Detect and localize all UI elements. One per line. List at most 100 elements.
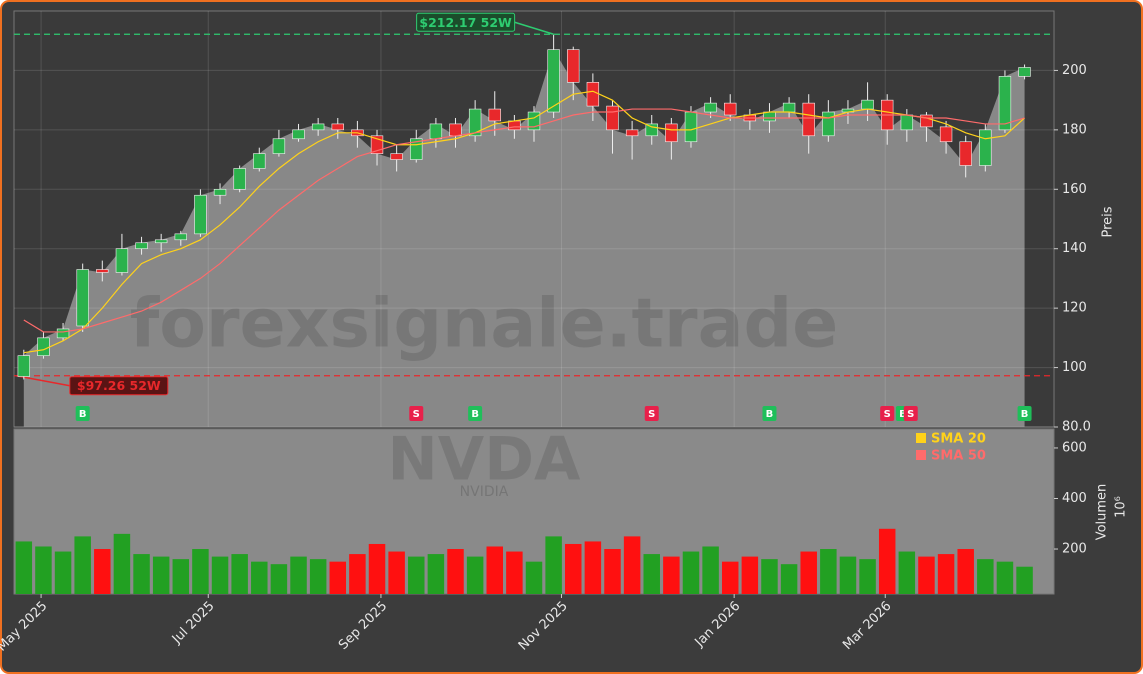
volume-bar — [270, 564, 288, 594]
volume-bar — [251, 561, 268, 594]
volume-bar — [133, 554, 150, 594]
candle-body — [586, 82, 600, 107]
volume-bar — [349, 554, 366, 594]
y2-axis-label: Volumen — [1095, 484, 1110, 541]
candle-body — [606, 105, 619, 131]
volume-bar — [565, 543, 582, 594]
volume-bar — [290, 556, 307, 594]
volume-bar — [368, 543, 386, 594]
volume-bar — [859, 559, 876, 594]
y-tick-label: 100 — [1062, 360, 1087, 375]
signal-badge — [409, 406, 424, 421]
volume-bar — [388, 551, 405, 594]
candle-body — [174, 233, 187, 241]
annotation-box — [69, 376, 169, 396]
candle-body — [645, 123, 658, 137]
candle-body — [508, 120, 521, 131]
volume-bar — [780, 564, 798, 594]
volume-bar — [584, 541, 602, 594]
signal-label: S — [884, 409, 891, 420]
candle-body — [822, 111, 835, 137]
sma-line — [23, 90, 1025, 354]
candle-body — [763, 111, 776, 122]
y2-tick-label: 400 — [1062, 491, 1087, 506]
candle-body — [213, 188, 227, 196]
volume-bar — [741, 556, 759, 594]
candle-body — [253, 153, 266, 169]
volume-bar — [74, 536, 91, 594]
candle-body — [17, 355, 30, 377]
candle-body — [900, 114, 914, 131]
y-tick-label: 200 — [1062, 63, 1087, 78]
signal-label: S — [413, 409, 420, 420]
candle-body — [547, 49, 560, 113]
volume-bar — [977, 559, 994, 594]
annotation-box — [416, 12, 516, 32]
watermark: forexsignale.trade — [130, 285, 839, 364]
volume-bar — [35, 546, 52, 594]
candle-body — [939, 126, 953, 143]
candle-body — [1018, 67, 1031, 77]
signal-label: B — [471, 409, 479, 420]
volume-bar — [113, 533, 131, 594]
y-tick-label: 80.0 — [1062, 420, 1091, 435]
volume-bar — [604, 549, 621, 594]
candle-body — [625, 129, 639, 137]
ticker-watermark: NVDA — [388, 425, 581, 495]
candle-body — [724, 102, 737, 116]
volume-bar — [545, 536, 562, 594]
candle-body — [233, 168, 246, 190]
candle-body — [802, 102, 815, 137]
candle-body — [861, 99, 874, 110]
signal-label: S — [907, 409, 914, 420]
candle-body — [959, 141, 972, 166]
volume-bar — [486, 546, 503, 594]
candle-body — [135, 242, 148, 250]
candle-body — [704, 102, 717, 113]
signal-label: B — [766, 409, 774, 420]
candle-body — [390, 153, 403, 160]
volume-bar — [820, 549, 837, 594]
candle-body — [115, 248, 129, 273]
candle-body — [449, 123, 462, 137]
volume-bar — [54, 551, 72, 594]
volume-bar — [466, 556, 484, 594]
candle-body — [920, 114, 933, 128]
volume-bar — [506, 551, 523, 594]
candle-body — [684, 111, 698, 143]
signal-badge — [762, 406, 777, 421]
candle-body — [488, 108, 501, 122]
signal-label: B — [899, 409, 907, 420]
volume-bar — [152, 556, 170, 594]
signal-badge — [644, 406, 659, 421]
y2-axis-unit: 10⁶ — [1114, 496, 1129, 518]
candle-body — [76, 269, 89, 327]
candle-body — [96, 269, 109, 273]
volume-bar — [408, 556, 425, 594]
candle-body — [370, 135, 384, 154]
candle-body — [567, 49, 580, 83]
signal-label: S — [648, 409, 655, 420]
annotation-arrow — [514, 21, 554, 35]
volume-bar — [525, 561, 543, 594]
signal-badge — [468, 406, 483, 421]
volume-bar — [898, 551, 916, 594]
volume-bar — [918, 556, 935, 594]
volume-bar — [1016, 566, 1033, 594]
candle-body — [429, 123, 443, 140]
annotation-label: $212.17 52W — [419, 15, 512, 30]
candle-body — [272, 138, 286, 154]
y-tick-label: 120 — [1062, 301, 1087, 316]
signal-label: B — [1021, 409, 1029, 420]
candle-body — [292, 129, 305, 140]
candle-body — [527, 111, 541, 131]
annotation-label: $97.26 52W — [77, 378, 161, 393]
candle-body — [37, 337, 50, 356]
volume-bar — [643, 554, 660, 594]
signal-badge — [1017, 406, 1032, 421]
volume-bar — [329, 561, 347, 594]
volume-bar — [172, 559, 190, 594]
legend-label: SMA 20 — [931, 432, 986, 447]
volume-bar — [800, 551, 817, 594]
